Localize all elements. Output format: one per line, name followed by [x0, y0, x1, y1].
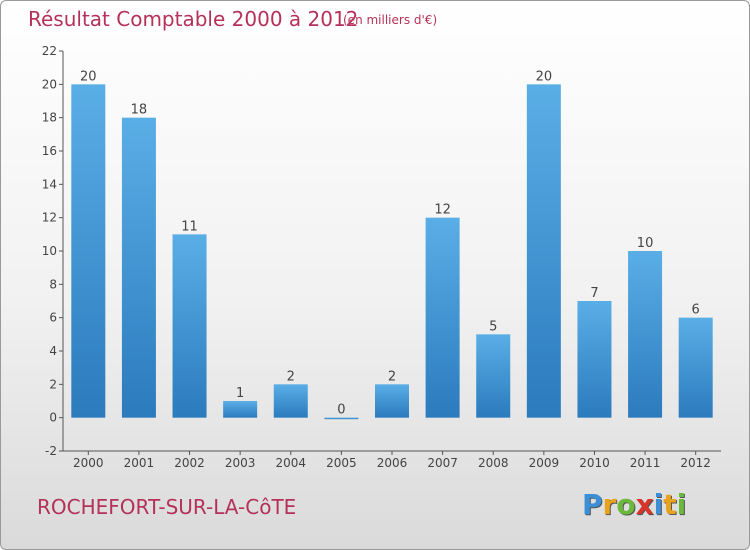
x-tick-label: 2001 [124, 456, 155, 470]
bar [375, 384, 409, 418]
data-label: 7 [590, 286, 598, 301]
bar [172, 234, 207, 418]
bar [425, 217, 460, 418]
bar [577, 301, 612, 418]
data-label: 6 [692, 303, 700, 318]
data-label: 0 [337, 403, 345, 418]
y-tick-label: 18 [42, 111, 57, 125]
bar [526, 84, 561, 418]
x-tick-label: 2002 [174, 456, 205, 470]
data-label: 1 [236, 386, 244, 401]
chart-subtitle: (en milliers d'€) [343, 13, 438, 27]
y-tick-label: 14 [42, 177, 57, 191]
x-tick-label: 2011 [630, 456, 661, 470]
data-label: 11 [181, 219, 198, 234]
bar [121, 117, 156, 418]
x-tick-label: 2008 [478, 456, 509, 470]
data-label: 20 [80, 69, 97, 84]
x-tick-label: 2000 [73, 456, 104, 470]
data-label: 12 [434, 203, 451, 218]
y-tick-label: -2 [45, 444, 57, 458]
bar [678, 317, 713, 418]
bar [223, 401, 258, 418]
logo-letter: P [582, 488, 603, 521]
logo-letter: o [616, 488, 636, 521]
bar [628, 251, 663, 418]
data-label: 20 [536, 69, 553, 84]
y-tick-label: 20 [42, 77, 57, 91]
bar [324, 417, 359, 420]
bar [476, 334, 511, 418]
data-label: 2 [388, 369, 396, 384]
y-tick-label: 10 [42, 244, 57, 258]
x-tick-label: 2010 [579, 456, 610, 470]
y-tick-label: 6 [49, 311, 57, 325]
logo-letter: i [676, 488, 687, 521]
x-tick-label: 2003 [225, 456, 256, 470]
chart-title: Résultat Comptable 2000 à 2012 [28, 7, 359, 31]
logo-letter: i [653, 488, 664, 521]
data-label: 5 [489, 319, 497, 334]
logo-letter: r [602, 488, 617, 521]
y-tick-label: 12 [42, 211, 57, 225]
logo-letter: x [635, 488, 654, 521]
x-tick-label: 2007 [427, 456, 458, 470]
data-label: 10 [637, 236, 654, 251]
y-tick-label: 8 [49, 277, 57, 291]
logo-letter: t [663, 488, 677, 521]
y-tick-label: 0 [49, 411, 57, 425]
y-tick-label: 4 [49, 344, 57, 358]
x-tick-label: 2012 [680, 456, 711, 470]
y-tick-label: 22 [42, 44, 57, 58]
x-tick-label: 2006 [377, 456, 408, 470]
commune-name: ROCHEFORT-SUR-LA-CôTE [37, 495, 297, 519]
bar [273, 384, 308, 418]
y-tick-label: 2 [49, 377, 57, 391]
x-tick-label: 2009 [529, 456, 560, 470]
data-label: 18 [131, 103, 148, 118]
proxiti-logo: Proxiti [582, 488, 686, 521]
data-label: 2 [287, 369, 295, 384]
bar [71, 84, 106, 418]
x-tick-label: 2005 [326, 456, 357, 470]
y-tick-label: 16 [42, 144, 57, 158]
x-tick-label: 2004 [275, 456, 306, 470]
